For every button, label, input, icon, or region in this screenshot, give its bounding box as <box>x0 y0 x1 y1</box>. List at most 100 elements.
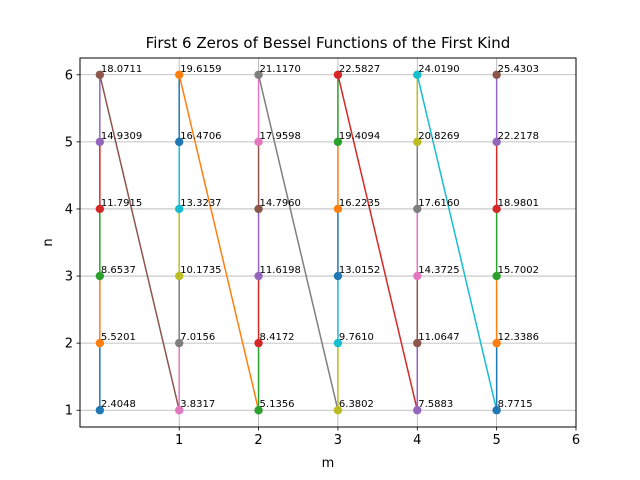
zero-value-label: 21.1170 <box>260 64 301 75</box>
zero-point <box>413 338 422 348</box>
zero-point <box>333 204 343 214</box>
x-tick-label: 3 <box>334 433 342 448</box>
y-tick-label: 3 <box>65 270 73 285</box>
zero-value-label: 25.4303 <box>498 64 539 75</box>
zero-point <box>333 406 343 415</box>
zero-value-label: 18.9801 <box>498 198 539 209</box>
zero-point <box>175 406 184 415</box>
y-tick-label: 2 <box>65 337 73 352</box>
y-tick-label: 1 <box>65 404 73 419</box>
zero-value-label: 8.4172 <box>260 332 295 343</box>
zero-point <box>413 271 422 281</box>
zero-value-label: 11.0647 <box>418 332 459 343</box>
zero-value-label: 19.6159 <box>180 64 221 75</box>
zero-point <box>333 137 343 147</box>
zero-point <box>254 204 263 214</box>
zero-point <box>254 406 263 415</box>
zero-value-label: 10.1735 <box>180 265 221 276</box>
series-segment <box>99 74 180 411</box>
series-segment <box>416 74 498 411</box>
zero-value-label: 16.4706 <box>180 131 221 142</box>
zero-point <box>492 70 501 79</box>
zero-point <box>95 137 105 147</box>
y-axis-label: n <box>41 238 56 246</box>
zero-point <box>175 338 184 348</box>
zero-value-label: 9.7610 <box>339 332 374 343</box>
zero-point <box>492 137 501 147</box>
zero-value-label: 13.3237 <box>180 198 221 209</box>
zero-value-label: 8.7715 <box>498 399 533 410</box>
zero-value-label: 22.2178 <box>498 131 539 142</box>
zero-point <box>492 204 501 214</box>
zero-point <box>175 137 184 147</box>
plot-frame <box>79 57 577 428</box>
zero-point <box>492 406 501 415</box>
data-points <box>95 70 501 415</box>
zero-point <box>175 204 184 214</box>
zero-point <box>492 271 501 281</box>
zero-point <box>95 406 105 415</box>
series-lines <box>99 74 498 411</box>
zero-point <box>413 204 422 214</box>
zero-value-label: 18.0711 <box>101 64 142 75</box>
zero-point <box>333 338 343 348</box>
zero-value-label: 11.6198 <box>260 265 301 276</box>
zero-point <box>254 70 263 79</box>
x-tick-label: 4 <box>413 433 421 448</box>
zero-value-label: 8.6537 <box>101 265 136 276</box>
series-segment <box>337 74 419 411</box>
x-tick-label: 1 <box>175 433 183 448</box>
zero-point <box>333 70 343 79</box>
zero-value-label: 16.2235 <box>339 198 380 209</box>
data-labels: 2.4048 5.5201 8.6537 11.7915 14.9309 18.0711 3… <box>101 64 539 410</box>
zero-value-label: 7.0156 <box>180 332 215 343</box>
zero-value-label: 7.5883 <box>418 399 453 410</box>
zero-value-label: 3.8317 <box>180 399 215 410</box>
zero-value-label: 19.4094 <box>339 131 380 142</box>
y-tick-label: 5 <box>65 135 73 150</box>
zero-value-label: 14.7960 <box>260 198 301 209</box>
y-tick-label: 6 <box>65 68 73 83</box>
zero-point <box>254 338 263 348</box>
x-tick-label: 5 <box>492 433 500 448</box>
zero-value-label: 6.3802 <box>339 399 374 410</box>
series-segment <box>257 74 339 411</box>
zero-point <box>95 204 105 214</box>
y-axis-ticks: 1 2 3 4 5 6 <box>65 68 80 419</box>
zero-value-label: 2.4048 <box>101 399 136 410</box>
zero-value-label: 15.7002 <box>498 265 539 276</box>
zero-value-label: 14.9309 <box>101 131 142 142</box>
x-axis-ticks: 1 2 3 4 5 6 <box>175 427 580 448</box>
zero-point <box>333 271 343 281</box>
zero-point <box>95 70 105 79</box>
zero-value-label: 12.3386 <box>498 332 539 343</box>
zero-point <box>175 271 184 281</box>
zero-point <box>95 338 105 348</box>
zero-value-label: 14.3725 <box>418 265 459 276</box>
zero-value-label: 5.1356 <box>260 399 295 410</box>
chart-title: First 6 Zeros of Bessel Functions of the… <box>146 34 511 52</box>
x-tick-label: 2 <box>254 433 262 448</box>
zero-point <box>413 406 422 415</box>
zero-value-label: 5.5201 <box>101 332 136 343</box>
zero-point <box>413 70 422 79</box>
x-tick-label: 6 <box>572 433 580 448</box>
zero-point <box>254 137 263 147</box>
y-tick-label: 4 <box>65 202 73 217</box>
zero-value-label: 22.5827 <box>339 64 380 75</box>
series-segment <box>178 74 260 411</box>
zero-point <box>95 271 105 281</box>
x-axis-label: m <box>322 456 335 471</box>
zero-value-label: 11.7915 <box>101 198 142 209</box>
zero-value-label: 13.0152 <box>339 265 380 276</box>
zero-point <box>413 137 422 147</box>
zero-point <box>492 338 501 348</box>
zero-value-label: 20.8269 <box>418 131 459 142</box>
zero-value-label: 17.6160 <box>418 198 459 209</box>
zero-value-label: 24.0190 <box>418 64 459 75</box>
zero-point <box>254 271 263 281</box>
zero-value-label: 17.9598 <box>260 131 301 142</box>
zero-point <box>175 70 184 79</box>
